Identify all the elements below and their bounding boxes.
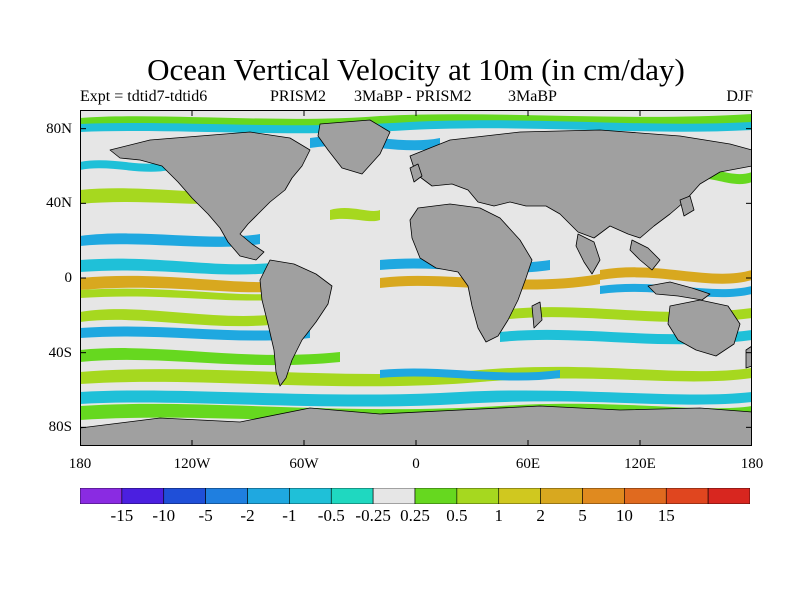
velocity-band bbox=[80, 233, 260, 247]
map-title: Ocean Vertical Velocity at 10m (in cm/da… bbox=[147, 52, 685, 87]
velocity-band bbox=[80, 390, 752, 407]
color-bar-label: -0.5 bbox=[317, 506, 345, 525]
color-bar-label: -5 bbox=[198, 506, 213, 525]
north-america bbox=[109, 131, 311, 261]
experiment-label: Expt = tdtid7-tdtid6 bbox=[80, 88, 208, 105]
velocity-band bbox=[80, 309, 280, 327]
madagascar bbox=[531, 301, 543, 329]
velocity-band bbox=[330, 208, 380, 222]
color-bar-swatch bbox=[205, 488, 248, 504]
southeast-asia bbox=[629, 239, 661, 271]
color-bar-label: 10 bbox=[615, 506, 633, 525]
color-bar-swatch bbox=[80, 488, 123, 504]
color-bar-swatch bbox=[330, 488, 374, 504]
season-label: DJF bbox=[726, 88, 753, 105]
color-bar-swatch bbox=[247, 488, 290, 504]
latitude-label: 80N bbox=[46, 120, 72, 137]
velocity-band bbox=[80, 326, 310, 341]
eurasia bbox=[409, 129, 752, 239]
subtitle-comparison: 3MaBP - PRISM2 bbox=[354, 88, 472, 105]
velocity-band bbox=[80, 366, 752, 387]
color-bar-swatch bbox=[121, 488, 165, 504]
longitude-label: 120E bbox=[624, 456, 656, 472]
indonesia bbox=[647, 281, 711, 301]
velocity-band bbox=[80, 120, 752, 134]
velocity-band bbox=[80, 275, 295, 293]
longitude-label: 60W bbox=[289, 456, 319, 472]
world-map bbox=[80, 110, 752, 446]
latitude-label: 40N bbox=[46, 195, 72, 212]
color-bar-label: -15 bbox=[110, 506, 134, 525]
color-bar-label: 2 bbox=[536, 506, 545, 525]
color-bar-swatch bbox=[582, 488, 625, 504]
south-america bbox=[259, 259, 333, 387]
greenland bbox=[317, 119, 391, 175]
japan bbox=[679, 195, 695, 217]
uk bbox=[409, 163, 423, 183]
color-bar-swatch bbox=[624, 488, 667, 504]
antarctica bbox=[80, 405, 752, 446]
color-bar-swatch bbox=[707, 488, 750, 504]
color-bar-label: -2 bbox=[240, 506, 255, 525]
color-bar-label: 5 bbox=[578, 506, 587, 525]
color-bar-swatch bbox=[414, 488, 458, 504]
velocity-band bbox=[600, 267, 752, 284]
color-bar-label: -0.25 bbox=[355, 506, 391, 525]
longitude-label: 60E bbox=[515, 456, 541, 472]
color-bar-label: 1 bbox=[494, 506, 504, 525]
color-bar-label: 0.5 bbox=[446, 506, 468, 525]
land bbox=[80, 119, 752, 446]
color-bar-label: -10 bbox=[152, 506, 176, 525]
color-bar-swatch bbox=[456, 488, 500, 504]
color-bar bbox=[80, 488, 750, 504]
velocity-band bbox=[380, 368, 560, 381]
velocity-band bbox=[80, 258, 280, 275]
longitude-label: 180 bbox=[740, 456, 764, 472]
velocity-band bbox=[80, 160, 170, 172]
color-bar-swatch bbox=[372, 488, 416, 504]
velocity-band bbox=[80, 288, 295, 301]
longitude-label: 0 bbox=[412, 456, 420, 472]
latitude-label: 0 bbox=[64, 270, 73, 286]
color-bar-swatch bbox=[665, 488, 709, 504]
longitude-label: 120W bbox=[173, 456, 211, 472]
color-bar-label: -1 bbox=[282, 506, 297, 525]
color-bar-label: 0.25 bbox=[400, 506, 430, 525]
subtitle-model-b: 3MaBP bbox=[508, 88, 557, 105]
color-bar-swatch bbox=[540, 488, 583, 504]
color-bar-swatch bbox=[289, 488, 332, 504]
new-zealand bbox=[745, 345, 752, 369]
longitude-label: 180 bbox=[68, 456, 92, 472]
map-tick-marks bbox=[80, 110, 752, 446]
latitude-label: 80S bbox=[48, 419, 72, 436]
latitude-label: 40S bbox=[48, 344, 72, 361]
australia bbox=[667, 299, 741, 357]
color-bar-label: 15 bbox=[657, 506, 675, 525]
color-bar-swatch bbox=[163, 488, 206, 504]
africa bbox=[409, 203, 533, 343]
india bbox=[575, 233, 601, 275]
subtitle-model-a: PRISM2 bbox=[270, 88, 327, 105]
color-bar-swatch bbox=[498, 488, 541, 504]
